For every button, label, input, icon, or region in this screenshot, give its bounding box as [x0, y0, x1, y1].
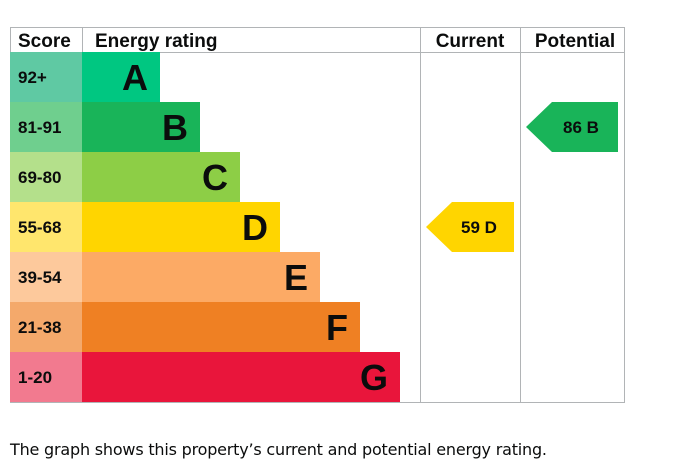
- band-c-letter: C: [202, 157, 228, 198]
- band-e-score-cell: [10, 252, 82, 302]
- band-d: 55-68 D: [10, 202, 280, 252]
- rating-arrows: 59 D 86 B: [426, 102, 618, 252]
- band-g: 1-20 G: [10, 352, 400, 402]
- current-header: Current: [436, 31, 505, 52]
- band-d-bar: [82, 202, 280, 252]
- chart-caption: The graph shows this property’s current …: [10, 440, 547, 459]
- band-a: 92+ A: [10, 52, 160, 102]
- band-g-score-cell: [10, 352, 82, 402]
- band-e: 39-54 E: [10, 252, 320, 302]
- band-a-bar: [82, 52, 160, 102]
- band-g-bar: [82, 352, 400, 402]
- band-c-bar: [82, 152, 240, 202]
- band-d-letter: D: [242, 207, 268, 248]
- band-a-letter: A: [122, 57, 148, 98]
- current-rating-arrow: 59 D: [426, 202, 514, 252]
- band-b-bar: [82, 102, 200, 152]
- band-f-score: 21-38: [18, 318, 61, 337]
- band-c: 69-80 C: [10, 152, 240, 202]
- potential-header: Potential: [535, 31, 615, 52]
- potential-rating-arrow: 86 B: [526, 102, 618, 152]
- band-c-score: 69-80: [18, 168, 61, 187]
- band-g-score: 1-20: [18, 368, 52, 387]
- rating-bands: 92+ A 81-91 B 69-80 C 55-68 D 39-54 E 21-38 F 1-20 G: [10, 52, 400, 402]
- band-f: 21-38 F: [10, 302, 360, 352]
- band-f-bar: [82, 302, 360, 352]
- band-c-score-cell: [10, 152, 82, 202]
- band-g-letter: G: [360, 357, 388, 398]
- epc-chart: Score Energy rating Current Potential 92…: [10, 27, 625, 403]
- score-header: Score: [18, 31, 71, 52]
- band-d-score: 55-68: [18, 218, 61, 237]
- band-f-score-cell: [10, 302, 82, 352]
- band-b-letter: B: [162, 107, 188, 148]
- band-e-score: 39-54: [18, 268, 62, 287]
- band-d-score-cell: [10, 202, 82, 252]
- band-e-bar: [82, 252, 320, 302]
- band-f-letter: F: [326, 307, 348, 348]
- potential-rating-label: 86 B: [563, 118, 599, 137]
- current-rating-arrow-shape: [426, 202, 514, 252]
- band-b: 81-91 B: [10, 102, 200, 152]
- current-rating-label: 59 D: [461, 218, 497, 237]
- potential-rating-arrow-shape: [526, 102, 618, 152]
- band-e-letter: E: [284, 257, 308, 298]
- band-a-score: 92+: [18, 68, 47, 87]
- band-b-score: 81-91: [18, 118, 61, 137]
- energy-rating-header: Energy rating: [95, 31, 217, 52]
- band-b-score-cell: [10, 102, 82, 152]
- band-a-score-cell: [10, 52, 82, 102]
